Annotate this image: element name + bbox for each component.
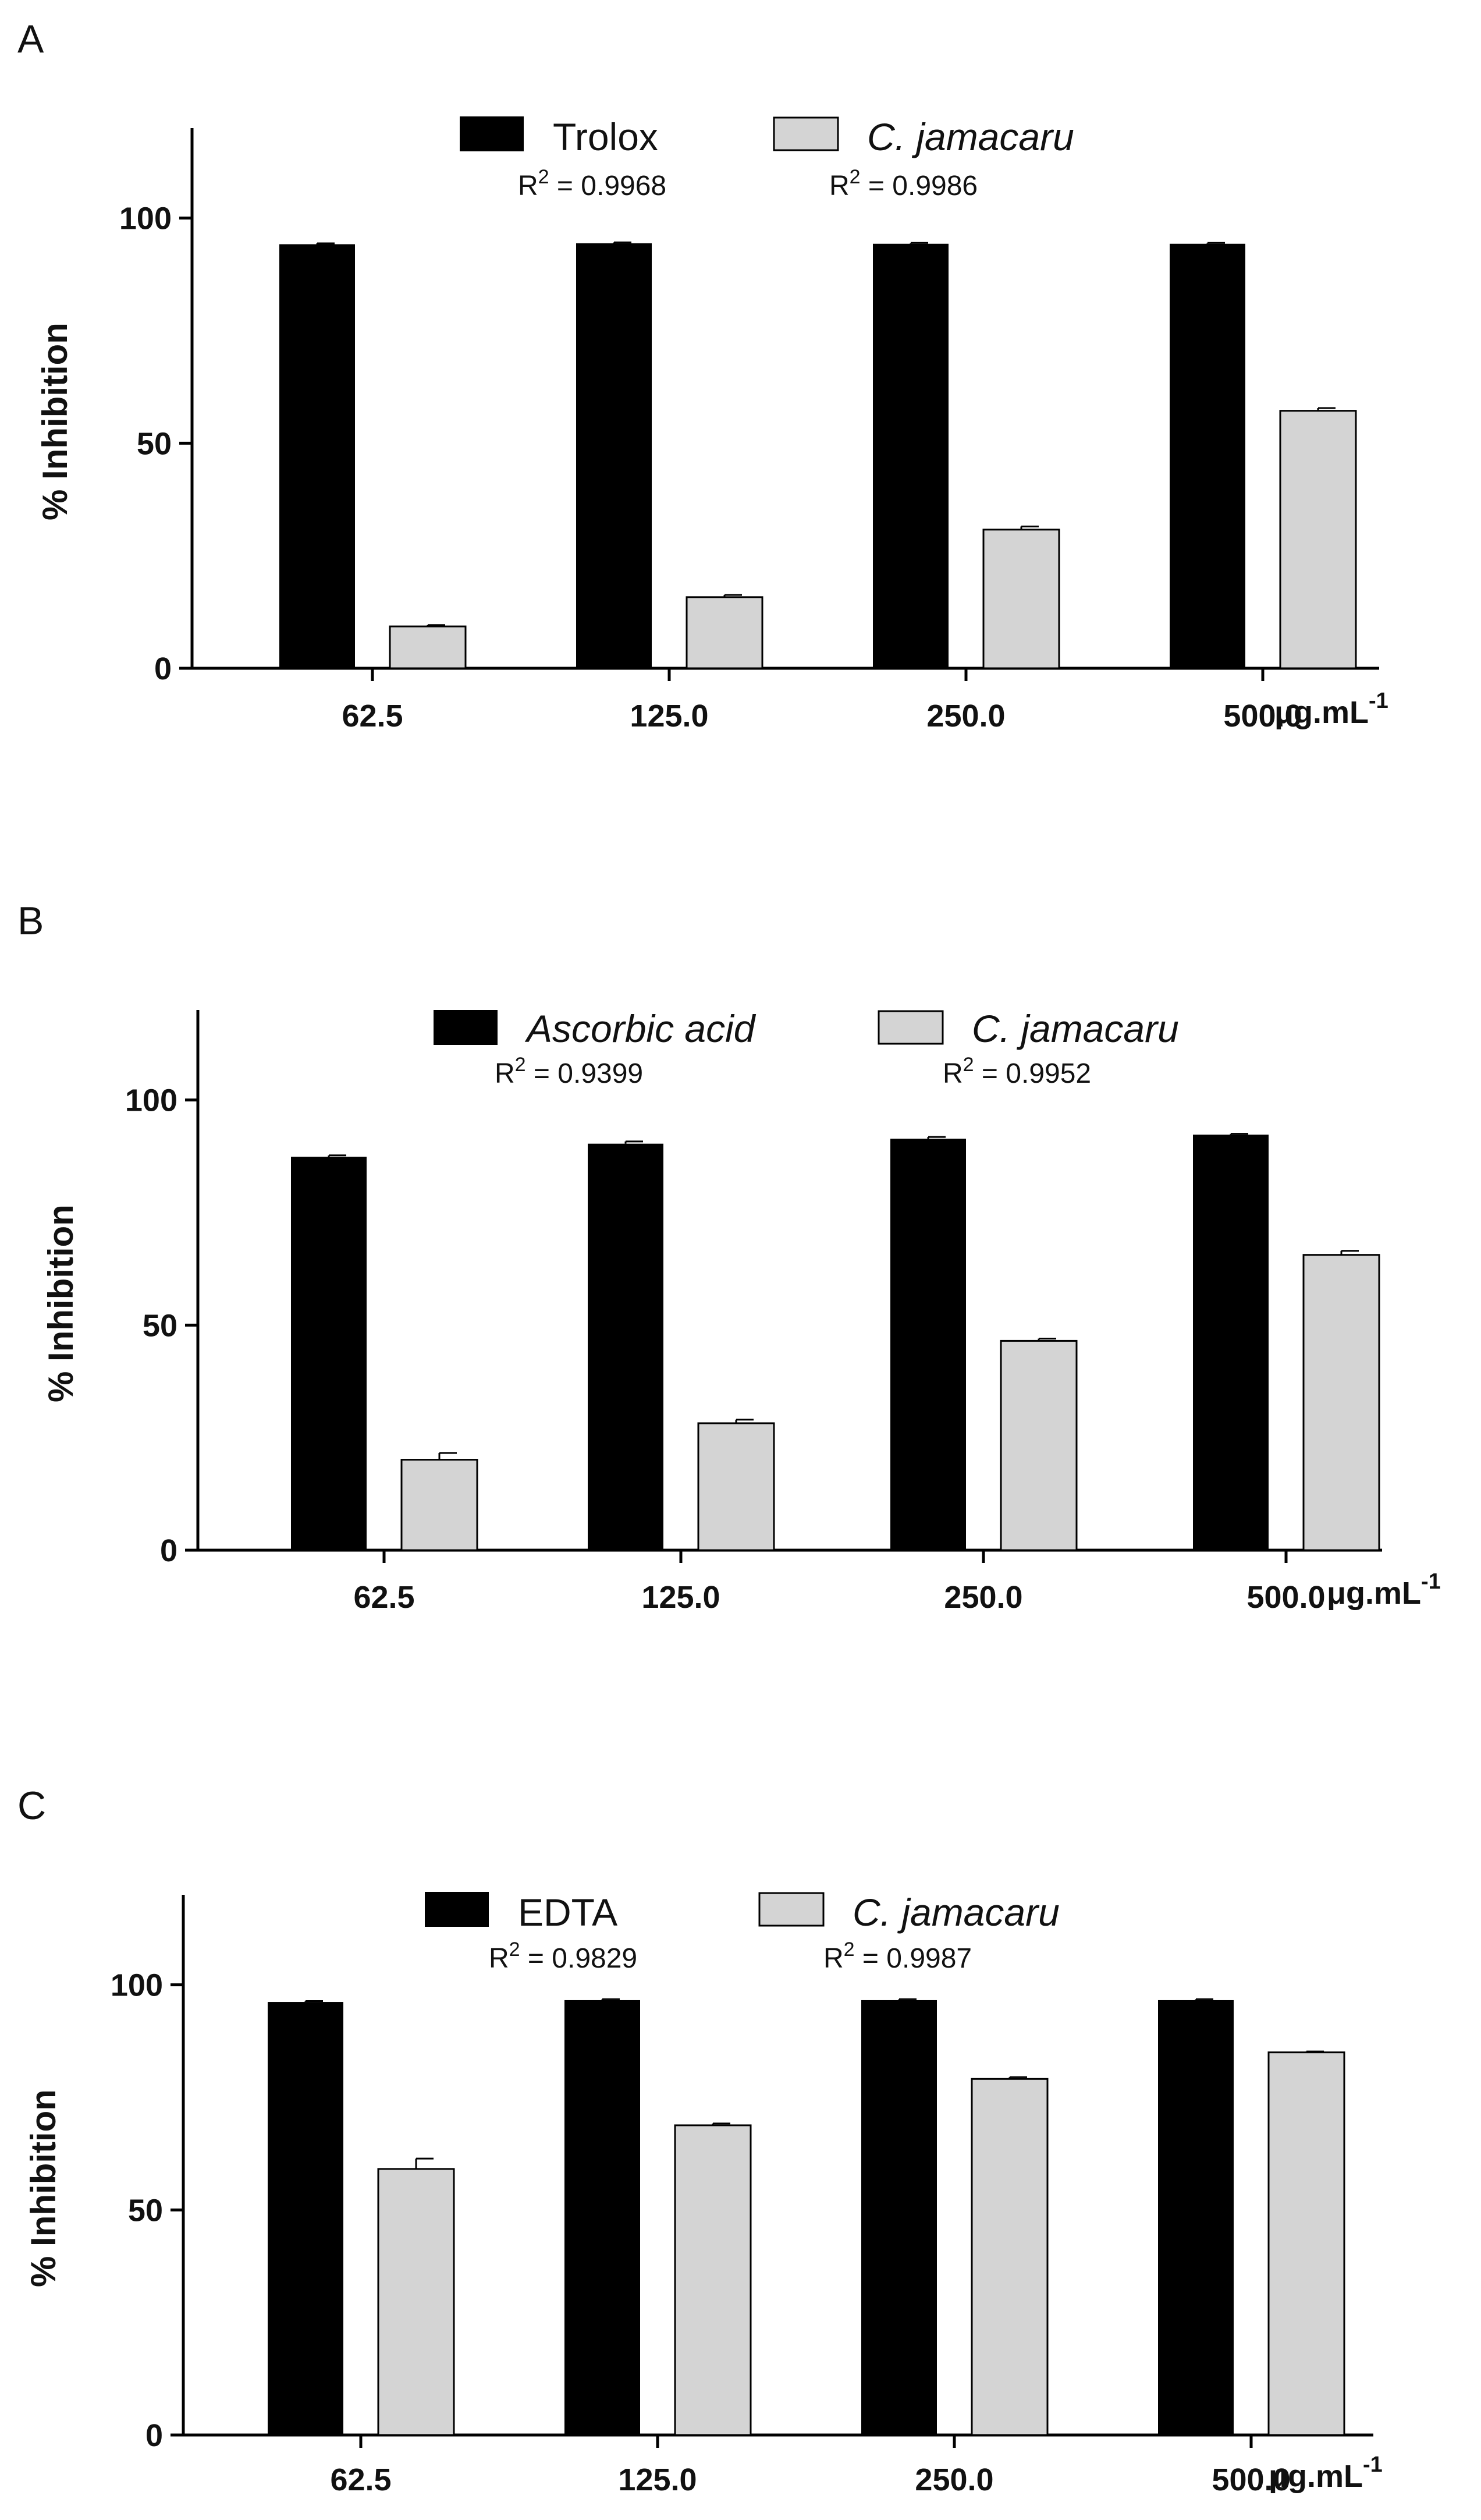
y-axis-label: % Inhibition bbox=[35, 322, 74, 520]
bar-c-jamacaru bbox=[377, 2168, 455, 2436]
panel-letter: C bbox=[17, 1784, 46, 1828]
bar-c-jamacaru bbox=[1279, 410, 1357, 669]
bar-reference bbox=[890, 1139, 966, 1550]
r2-c-jamacaru: R2 = 0.9986 bbox=[829, 166, 978, 201]
legend-swatch-reference bbox=[425, 1892, 489, 1927]
y-axis-label: % Inhibition bbox=[41, 1204, 80, 1402]
y-axis-label: % Inhibition bbox=[24, 2089, 63, 2287]
x-tick-label: 125.0 bbox=[641, 1580, 720, 1615]
legend-label-c-jamacaru: C. jamacaru bbox=[853, 1891, 1060, 1934]
legend-swatch-reference bbox=[460, 116, 524, 151]
legend-label-reference: EDTA bbox=[518, 1891, 617, 1934]
x-tick-label: 62.5 bbox=[330, 2462, 391, 2497]
bar-reference bbox=[564, 2000, 640, 2435]
r2-c-jamacaru: R2 = 0.9952 bbox=[943, 1054, 1091, 1089]
bar-c-jamacaru bbox=[971, 2078, 1049, 2436]
bar-reference bbox=[576, 243, 652, 668]
bar-c-jamacaru bbox=[982, 529, 1060, 669]
y-tick-label: 100 bbox=[111, 1968, 163, 2003]
bar-reference bbox=[279, 244, 355, 668]
legend-label-reference: Trolox bbox=[553, 115, 658, 158]
y-tick-label: 0 bbox=[160, 1533, 177, 1568]
bar-reference bbox=[588, 1143, 663, 1550]
panel-letter: B bbox=[17, 899, 44, 943]
bar-c-jamacaru bbox=[400, 1459, 478, 1551]
bar-reference bbox=[291, 1157, 367, 1550]
legend-label-reference: Ascorbic acid bbox=[524, 1007, 757, 1050]
bar-c-jamacaru bbox=[697, 1422, 775, 1551]
x-axis-unit-exponent: -1 bbox=[1363, 2452, 1383, 2477]
bar-c-jamacaru bbox=[1267, 2051, 1345, 2436]
bar-reference bbox=[861, 2000, 937, 2435]
x-axis-unit-exponent: -1 bbox=[1369, 689, 1388, 713]
x-tick-label: 250.0 bbox=[944, 1580, 1022, 1615]
x-axis-unit: μg.mL-1 bbox=[1327, 1569, 1441, 1611]
chart-panel-a: A 0 50 100 % Inhibition 62.5 125.0 250.0 500.0μg… bbox=[17, 17, 1388, 733]
bar-c-jamacaru bbox=[1302, 1254, 1380, 1551]
legend-label-c-jamacaru: C. jamacaru bbox=[867, 115, 1074, 158]
chart-panel-c: C 0 50 100 % Inhibition 62.5 125.0 250.0 500.0μg… bbox=[17, 1784, 1383, 2497]
legend-swatch-c-jamacaru bbox=[773, 116, 839, 151]
x-axis-unit-exponent: -1 bbox=[1421, 1569, 1441, 1594]
y-tick-label: 100 bbox=[125, 1083, 177, 1118]
x-tick-label: 62.5 bbox=[342, 699, 403, 733]
y-tick-label: 50 bbox=[143, 1308, 177, 1343]
x-axis-unit: μg.mL-1 bbox=[1269, 2452, 1383, 2494]
x-tick-label: 500.0 bbox=[1223, 699, 1302, 733]
x-tick-label: 125.0 bbox=[618, 2462, 697, 2497]
bar-c-jamacaru bbox=[674, 2124, 752, 2436]
r2-reference: R2 = 0.9968 bbox=[518, 166, 666, 201]
bar-c-jamacaru bbox=[1000, 1339, 1078, 1551]
y-tick-label: 50 bbox=[137, 426, 172, 461]
bar-reference bbox=[268, 2002, 343, 2435]
x-tick-label: 250.0 bbox=[926, 699, 1005, 733]
y-tick-label: 0 bbox=[154, 651, 172, 686]
y-tick-label: 50 bbox=[128, 2193, 163, 2228]
x-tick-label: 62.5 bbox=[353, 1580, 414, 1615]
x-tick-label: 500.0 bbox=[1212, 2462, 1290, 2497]
bar-reference bbox=[1193, 1135, 1269, 1550]
x-tick-label: 500.0 bbox=[1246, 1580, 1325, 1615]
legend-swatch-c-jamacaru bbox=[758, 1892, 825, 1927]
r2-reference: R2 = 0.9829 bbox=[489, 1938, 637, 1974]
legend-swatch-c-jamacaru bbox=[878, 1010, 944, 1045]
r2-c-jamacaru: R2 = 0.9987 bbox=[823, 1938, 972, 1974]
x-axis-unit: μg.mL-1 bbox=[1274, 689, 1388, 730]
bar-reference bbox=[1170, 243, 1245, 668]
x-tick-label: 250.0 bbox=[915, 2462, 993, 2497]
chart-panel-b: B 0 50 100 % Inhibition 62.5 125.0 250.0 500.0 μg… bbox=[17, 899, 1441, 1615]
y-tick-label: 0 bbox=[145, 2418, 163, 2453]
panel-letter: A bbox=[17, 17, 44, 61]
bar-c-jamacaru bbox=[686, 596, 763, 669]
bar-c-jamacaru bbox=[389, 625, 467, 669]
r2-reference: R2 = 0.9399 bbox=[495, 1054, 643, 1089]
x-tick-label: 125.0 bbox=[630, 699, 708, 733]
legend-label-c-jamacaru: C. jamacaru bbox=[972, 1007, 1179, 1050]
bar-reference bbox=[873, 243, 949, 668]
y-tick-label: 100 bbox=[119, 201, 172, 236]
bar-reference bbox=[1158, 2000, 1234, 2435]
legend-swatch-reference bbox=[434, 1010, 498, 1045]
